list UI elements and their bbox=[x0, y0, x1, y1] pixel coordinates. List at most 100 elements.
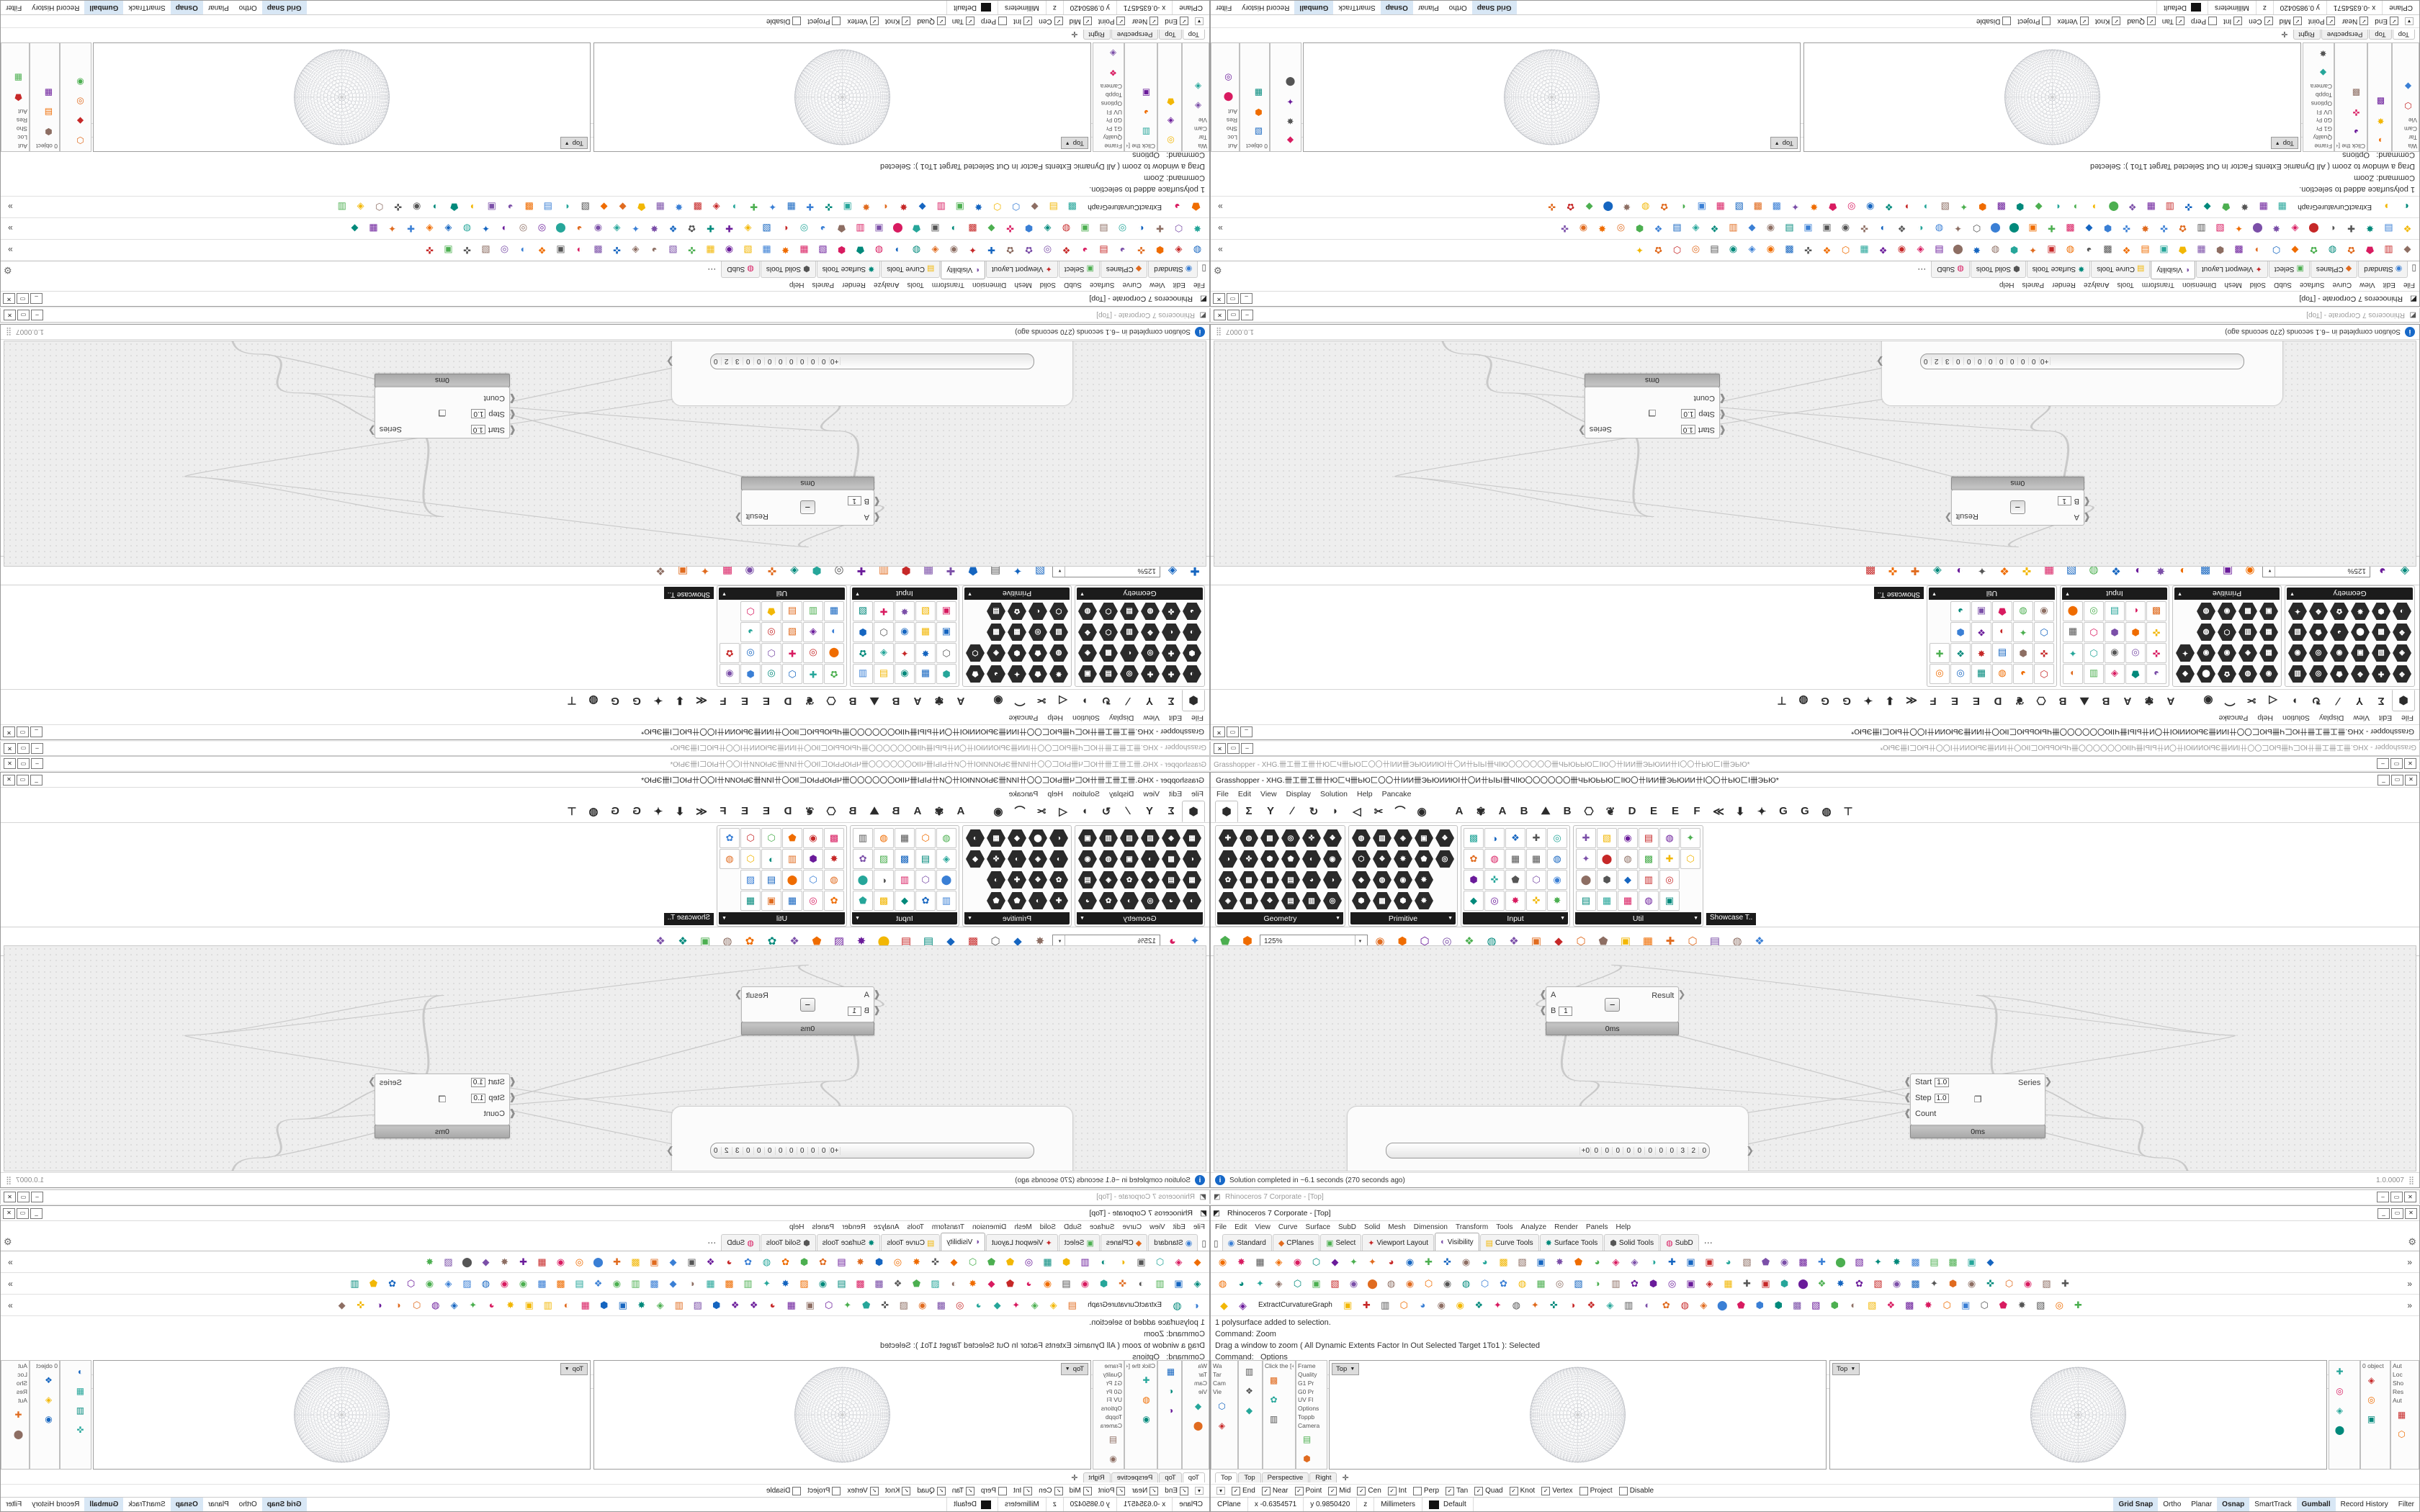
rhino-visibility-tool-icon[interactable]: ◍ bbox=[2061, 241, 2079, 259]
rhino-visibility-tool-icon[interactable]: ◕ bbox=[720, 1253, 738, 1271]
osnap-cen[interactable]: ✓ Cen bbox=[2249, 17, 2273, 26]
status-toggle-osnap[interactable]: Osnap bbox=[1380, 1, 1413, 14]
chevron-down-icon[interactable]: ▼ bbox=[855, 916, 860, 921]
rhino-display-panel-icon[interactable]: ❖ bbox=[1240, 1382, 1258, 1400]
gh-component-icon[interactable]: ▦ bbox=[1505, 849, 1525, 869]
rhino-layer-panel[interactable]: ◑ ▦ ▥ ✜ bbox=[60, 1360, 91, 1470]
gh-ribbon-tab-27[interactable]: ◍ bbox=[583, 691, 604, 711]
gh-component-icon[interactable]: ⬡ bbox=[761, 828, 781, 848]
rhino-prop-checks-panel-icon[interactable]: ⬟ bbox=[9, 89, 27, 107]
rhino-visibility-tool-icon[interactable]: ▩ bbox=[589, 241, 607, 259]
gh-component-number-slider[interactable]: +0 0 0 0 0 0 0 0 0 3 2 0 ❯ bbox=[666, 341, 1073, 407]
checkbox-icon[interactable]: ✓ bbox=[2079, 17, 2089, 26]
rhino-viewport-0[interactable]: Top ▼ bbox=[593, 42, 1091, 152]
gh-component-icon[interactable]: ◕ bbox=[740, 622, 761, 642]
rhino-layer-panel-icon[interactable]: ✜ bbox=[71, 1421, 89, 1439]
grasshopper-window-buttons[interactable]: _ ▭ ✕ bbox=[2378, 774, 2417, 786]
rhino-solid-tool-icon[interactable]: ✜ bbox=[876, 1296, 894, 1314]
rhino-viewport-tab-2[interactable]: Perspective bbox=[1111, 30, 1159, 40]
rhino-curve-tool-icon[interactable]: ▤ bbox=[2380, 220, 2398, 238]
rhino-solid-tool-icon[interactable]: ✜ bbox=[2179, 198, 2197, 216]
chevron-down-icon[interactable]: ▼ bbox=[967, 591, 972, 596]
rhino-object-panel-icon[interactable]: ▦ bbox=[1250, 84, 1268, 102]
gh-menu-display[interactable]: Display bbox=[1109, 714, 1134, 723]
gh-ribbon-tab-18[interactable]: D bbox=[777, 801, 799, 822]
osnap-mid[interactable]: ✓ Mid bbox=[2280, 17, 2302, 26]
rhino-layer-panel[interactable]: ✚ ◎ ◈ ⬤ bbox=[2329, 1360, 2360, 1470]
add-viewport-icon[interactable]: ✛ bbox=[1342, 1473, 1348, 1482]
gh-component-icon[interactable]: ✿ bbox=[2217, 664, 2237, 684]
rhino-menu-solid[interactable]: Solid bbox=[1040, 1223, 1056, 1231]
checkbox-icon[interactable]: ✓ bbox=[1261, 1486, 1270, 1495]
checkbox-icon[interactable]: ✓ bbox=[1541, 1486, 1551, 1495]
osnap-scroll-icon[interactable]: ▾ bbox=[1194, 1487, 1204, 1495]
gh-component-icon[interactable]: ◉ bbox=[2329, 643, 2349, 663]
gh-component-icon[interactable]: ▣ bbox=[936, 601, 956, 621]
gh-component-icon[interactable]: ◕ bbox=[1161, 891, 1181, 911]
gh-component-icon[interactable]: ▣ bbox=[1659, 891, 1680, 911]
gh-component-subtraction-a[interactable]: A B 1− Result 0ms ❰ ❰ ❯ bbox=[735, 476, 881, 526]
rhino-solid-tool-icon[interactable]: ▣ bbox=[614, 1296, 632, 1314]
gh-slider-container[interactable]: +0 0 0 0 0 0 0 0 0 3 2 0 bbox=[671, 1105, 1073, 1171]
checkbox-icon[interactable]: ✓ bbox=[936, 1486, 946, 1495]
gh-ribbon-group-label[interactable]: Geometry ▼ bbox=[2287, 588, 2413, 600]
gh-component-icon[interactable]: ◐ bbox=[1119, 643, 1139, 663]
rhino-menu-mesh[interactable]: Mesh bbox=[2224, 282, 2241, 289]
gh-component-icon[interactable]: ⬟ bbox=[1007, 891, 1027, 911]
rhino-solid-tool-icon[interactable]: ⬟ bbox=[1824, 198, 1842, 216]
rhino-curve-tool-icon[interactable]: ✦ bbox=[1925, 1274, 1943, 1292]
gh-ribbon-group-label[interactable]: Input ▼ bbox=[1463, 912, 1568, 924]
gh-ribbon-group-label[interactable]: Primitive ▼ bbox=[1350, 912, 1456, 924]
rhino-visibility-tool-icon[interactable]: ◉ bbox=[1762, 241, 1780, 259]
gh-ribbon-tab-1[interactable]: Σ bbox=[1238, 801, 1260, 822]
rhino-viewport-tab-3[interactable]: Right bbox=[1309, 1472, 1337, 1482]
rhino-solid-tool-icon[interactable]: ✚ bbox=[2069, 1296, 2087, 1314]
rhino-tab-surface-tools[interactable]: ✸ Surface Tools bbox=[2026, 261, 2091, 278]
gh-component-icon[interactable]: ◑ bbox=[1218, 849, 1238, 869]
checkbox-icon[interactable]: ✓ bbox=[965, 17, 974, 26]
gh-component-icon[interactable]: ◎ bbox=[1435, 849, 1455, 869]
checkbox-icon[interactable]: ✓ bbox=[2146, 17, 2156, 26]
gh-component-icon[interactable]: ◍ bbox=[1372, 870, 1392, 890]
rhino-solid-tool-icon[interactable]: ✸ bbox=[632, 1296, 650, 1314]
rhino-tab-solid-tools[interactable]: ⬢ Solid Tools bbox=[1970, 261, 2026, 278]
rhino-solid-tool-icon[interactable]: ▦ bbox=[782, 1296, 800, 1314]
gh-ribbon-tab-28[interactable]: ⊤ bbox=[1771, 691, 1793, 711]
gh-component-icon[interactable]: ⬟ bbox=[1505, 870, 1525, 890]
rhino-material-panel-icon[interactable]: ◉ bbox=[1137, 1410, 1155, 1428]
checkbox-icon[interactable]: ✓ bbox=[1328, 1486, 1337, 1495]
gh-ribbon-tab-26[interactable]: G bbox=[604, 691, 626, 711]
rhino-menu-dimension[interactable]: Dimension bbox=[1414, 1223, 1448, 1231]
viewport-geometry[interactable] bbox=[94, 1361, 590, 1469]
gh-slider-container[interactable]: +0 0 0 0 0 0 0 0 0 3 2 0 bbox=[1881, 341, 2283, 407]
rhino-solid-tool-icon[interactable]: ✜ bbox=[1543, 198, 1561, 216]
gh-component-icon[interactable]: ◍ bbox=[2238, 664, 2258, 684]
gh-ribbon-tab-15[interactable]: B bbox=[2052, 691, 2074, 711]
rhino-menu-surface[interactable]: Surface bbox=[1306, 1223, 1330, 1231]
gh-component-icon[interactable]: ▤ bbox=[1992, 643, 2012, 663]
rhino-curve-tool-icon[interactable]: ✚ bbox=[1738, 1274, 1756, 1292]
osnap-int[interactable]: ✓ Int bbox=[1387, 1486, 1407, 1495]
rhino-menu-analyze[interactable]: Analyze bbox=[2084, 282, 2110, 289]
rhino-curve-tool-icon[interactable]: ✦ bbox=[758, 1274, 776, 1292]
osnap-knot[interactable]: ✓ Knot bbox=[2095, 17, 2121, 26]
rhino-solid-tool-icon[interactable]: ▣ bbox=[520, 1296, 538, 1314]
rhino-properties-panel[interactable]: Frame Quality G1 Pr G0 Pr UV Fl Options Toppb C… bbox=[1296, 1360, 1327, 1470]
gh-number-slider[interactable]: +0 0 0 0 0 0 0 0 0 3 2 0 bbox=[1385, 1143, 1711, 1159]
gh-ribbon-tab-15[interactable]: B bbox=[842, 801, 864, 822]
gh-component-icon[interactable]: ⬡ bbox=[740, 601, 761, 621]
gh-component-icon[interactable]: ▣ bbox=[1971, 601, 1991, 621]
widget-4-icon[interactable]: ❖ bbox=[1749, 932, 1770, 952]
gh-ribbon-tab-23[interactable]: ⬇ bbox=[669, 801, 691, 822]
toolbar-overflow-icon[interactable]: » bbox=[4, 224, 13, 234]
rhino-solid-tool-icon[interactable]: ▥ bbox=[670, 1296, 688, 1314]
gh-component-icon[interactable]: ◍ bbox=[1351, 828, 1371, 848]
gh-ribbon-tab-8[interactable]: ⌒ bbox=[2219, 691, 2241, 711]
extract-curvature-graph-icon[interactable]: ◐ bbox=[2397, 198, 2415, 216]
rhino-tab-overflow-icon[interactable]: ⋯ bbox=[707, 1238, 716, 1248]
gh-input-port-icon[interactable]: ❰ bbox=[508, 1076, 516, 1087]
rhino-curve-tool-icon[interactable]: ✚ bbox=[1151, 220, 1169, 238]
rhino-menubar[interactable]: File Edit View Curve Surface SubD Solid Mesh Dim… bbox=[1211, 279, 2419, 291]
gh-component-icon[interactable]: ⬢ bbox=[1950, 622, 1971, 642]
gh-input-value[interactable]: 1.0 bbox=[470, 425, 485, 435]
